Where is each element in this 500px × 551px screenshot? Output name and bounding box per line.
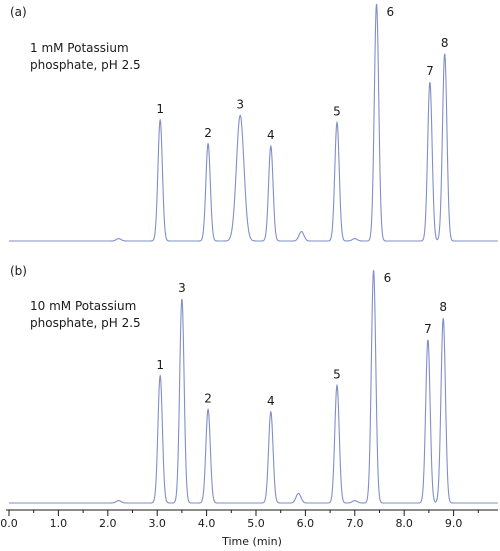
panel-b-condition-line-2: phosphate, pH 2.5 (30, 316, 141, 330)
peak-label-a-3: 3 (236, 97, 244, 111)
x-axis-title: Time (min) (221, 535, 282, 548)
x-tick-label-0.0: 0.0 (0, 517, 18, 530)
peak-label-b-8: 8 (439, 300, 447, 314)
panel-b-condition-line-1: 10 mM Potassium (30, 299, 136, 313)
peak-label-b-4: 4 (267, 394, 275, 408)
x-axis: 0.0 1.0 2.0 3.0 4.0 5.0 6.0 7.0 8.0 9.0 Time (min… (0, 509, 498, 548)
x-tick-label-4.0: 4.0 (198, 517, 216, 530)
peak-label-a-5: 5 (333, 105, 341, 119)
x-tick-label-6.0: 6.0 (297, 517, 315, 530)
x-tick-label-8.0: 8.0 (395, 517, 413, 530)
panel-a: (a) 1 mM Potassium phosphate, pH 2.5 1 2 3… (9, 3, 498, 242)
peak-label-a-1: 1 (156, 102, 164, 116)
peak-label-a-7: 7 (426, 64, 434, 78)
panel-b: (b) 10 mM Potassium phosphate, pH 2.5 1 3… (9, 264, 498, 504)
x-tick-label-3.0: 3.0 (148, 517, 166, 530)
panel-a-trace (9, 3, 498, 242)
peak-label-b-6: 6 (384, 271, 392, 285)
x-tick-label-9.0: 9.0 (445, 517, 463, 530)
x-tick-label-2.0: 2.0 (99, 517, 117, 530)
peak-label-a-4: 4 (267, 128, 275, 142)
panel-a-condition-line-1: 1 mM Potassium (30, 41, 129, 55)
x-axis-ticks: 0.0 1.0 2.0 3.0 4.0 5.0 6.0 7.0 8.0 9.0 (0, 510, 479, 530)
peak-label-b-5: 5 (333, 367, 341, 381)
peak-label-a-8: 8 (441, 36, 449, 50)
x-tick-label-5.0: 5.0 (247, 517, 265, 530)
panel-b-trace (9, 270, 498, 504)
peak-label-a-6: 6 (387, 5, 395, 19)
panel-a-condition-line-2: phosphate, pH 2.5 (30, 58, 141, 72)
peak-label-b-3: 3 (178, 281, 186, 295)
panel-b-label: (b) (10, 264, 27, 278)
peak-label-b-1: 1 (156, 358, 164, 372)
panel-a-label: (a) (10, 5, 27, 19)
x-tick-label-1.0: 1.0 (50, 517, 68, 530)
x-tick-label-7.0: 7.0 (346, 517, 364, 530)
peak-label-a-2: 2 (204, 126, 212, 140)
peak-label-b-2: 2 (204, 391, 212, 405)
peak-label-b-7: 7 (424, 322, 432, 336)
panel-b-peak-labels: 1 3 2 4 5 6 78 (156, 271, 447, 408)
panel-a-peak-labels: 1 2 3 4 5 6 78 (156, 5, 448, 142)
